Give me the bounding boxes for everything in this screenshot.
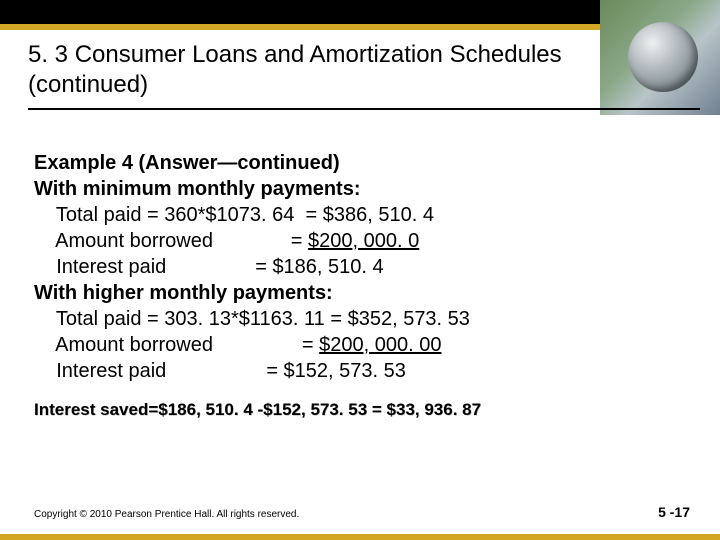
slide: 5. 3 Consumer Loans and Amortization Sch… [0, 0, 720, 540]
slide-title: 5. 3 Consumer Loans and Amortization Sch… [28, 40, 590, 100]
copyright-text: Copyright © 2010 Pearson Prentice Hall. … [34, 509, 299, 520]
min-payments-heading: With minimum monthly payments: [34, 178, 361, 200]
min-amount-borrowed-label: Amount borrowed = [34, 230, 308, 252]
title-line-2: (continued) [28, 70, 590, 100]
hi-interest-paid: Interest paid = $152, 573. 53 [34, 360, 406, 382]
bottom-bar-gold [0, 534, 720, 540]
slide-body: Example 4 (Answer—continued) With minimu… [34, 150, 690, 384]
example-heading: Example 4 (Answer—continued) [34, 152, 340, 174]
min-amount-borrowed-value: $200, 000. 0 [308, 230, 419, 252]
hi-total-paid: Total paid = 303. 13*$1163. 11 = $352, 5… [34, 308, 470, 330]
page-number: 5 -17 [658, 504, 690, 520]
title-underline [28, 108, 700, 110]
interest-saved-line: Interest saved=$186, 510. 4 -$152, 573. … [34, 400, 481, 420]
corner-decorative-image [600, 0, 720, 115]
higher-payments-heading: With higher monthly payments: [34, 282, 333, 304]
hi-amount-borrowed-label: Amount borrowed = [34, 334, 319, 356]
min-total-paid: Total paid = 360*$1073. 64 = $386, 510. … [34, 204, 434, 226]
hi-amount-borrowed-value: $200, 000. 00 [319, 334, 441, 356]
title-line-1: 5. 3 Consumer Loans and Amortization Sch… [28, 40, 590, 70]
min-interest-paid: Interest paid = $186, 510. 4 [34, 256, 384, 278]
